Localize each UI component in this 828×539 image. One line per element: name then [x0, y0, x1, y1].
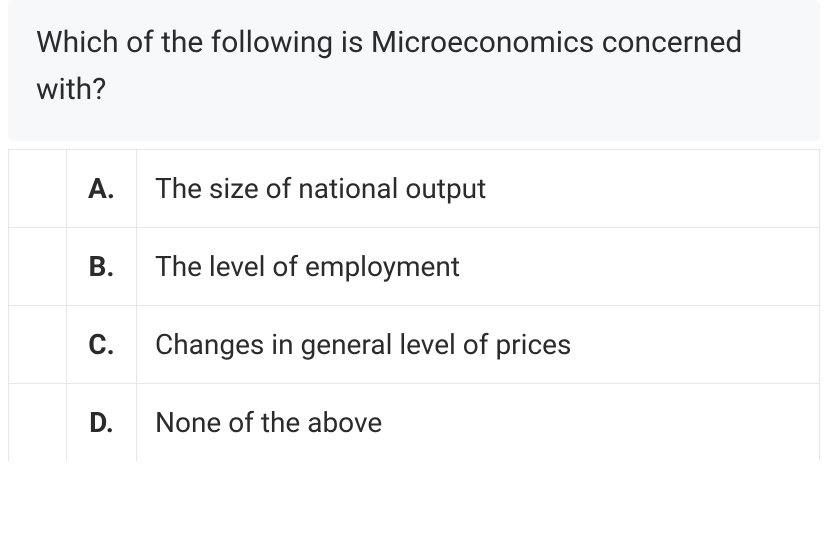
- option-letter: A.: [67, 150, 137, 228]
- option-row[interactable]: D. None of the above: [9, 384, 820, 462]
- option-text: None of the above: [137, 384, 820, 462]
- option-row[interactable]: C. Changes in general level of prices: [9, 306, 820, 384]
- option-row[interactable]: B. The level of employment: [9, 228, 820, 306]
- options-table: A. The size of national output B. The le…: [8, 149, 820, 461]
- option-letter: C.: [67, 306, 137, 384]
- option-row[interactable]: A. The size of national output: [9, 150, 820, 228]
- option-spacer: [9, 228, 67, 306]
- option-text: Changes in general level of prices: [137, 306, 820, 384]
- option-spacer: [9, 384, 67, 462]
- option-spacer: [9, 306, 67, 384]
- question-block: Which of the following is Microeconomics…: [8, 0, 820, 141]
- quiz-container: Which of the following is Microeconomics…: [0, 0, 828, 461]
- option-letter: D.: [67, 384, 137, 462]
- option-text: The level of employment: [137, 228, 820, 306]
- option-letter: B.: [67, 228, 137, 306]
- option-text: The size of national output: [137, 150, 820, 228]
- question-text: Which of the following is Microeconomics…: [36, 20, 792, 113]
- option-spacer: [9, 150, 67, 228]
